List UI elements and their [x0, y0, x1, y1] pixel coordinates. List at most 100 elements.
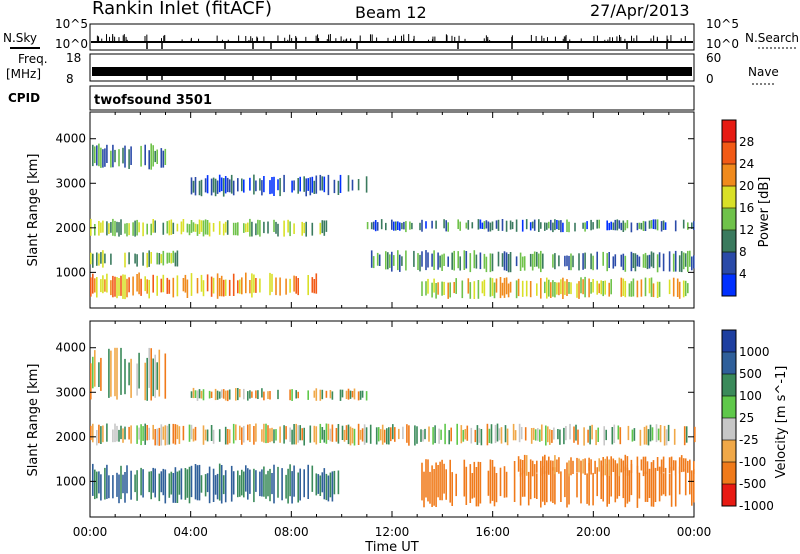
data-cell — [551, 430, 553, 443]
data-cell — [305, 178, 307, 197]
data-cell — [307, 275, 309, 296]
data-cell — [531, 253, 534, 271]
data-cell — [148, 347, 150, 388]
data-cell — [279, 178, 281, 197]
data-cell — [586, 473, 588, 504]
data-cell — [279, 426, 281, 443]
data-cell — [631, 429, 634, 442]
date-title: 27/Apr/2013 — [590, 1, 690, 20]
data-cell — [295, 423, 297, 445]
data-cell — [496, 423, 499, 442]
data-cell — [194, 390, 197, 398]
data-cell — [168, 279, 171, 294]
data-cell — [112, 144, 114, 168]
data-cell — [620, 254, 623, 267]
data-cell — [200, 274, 203, 292]
data-cell — [660, 466, 663, 496]
data-cell — [243, 223, 245, 233]
data-cell — [156, 362, 158, 390]
data-cell — [533, 219, 536, 231]
data-cell — [204, 429, 207, 441]
data-cell — [685, 426, 688, 443]
data-cell — [630, 222, 633, 233]
data-cell — [638, 472, 641, 499]
data-cell — [441, 459, 443, 501]
data-cell — [372, 221, 375, 230]
data-cell — [210, 391, 213, 398]
data-cell — [598, 219, 600, 229]
data-cell — [361, 428, 364, 442]
data-cell — [323, 429, 326, 443]
data-cell — [220, 389, 223, 398]
data-cell — [378, 254, 381, 266]
data-cell — [600, 280, 602, 295]
data-cell — [616, 463, 619, 499]
data-cell — [588, 463, 590, 506]
data-cell — [541, 424, 543, 441]
data-cell — [345, 390, 348, 399]
data-cell — [224, 470, 227, 503]
data-cell — [208, 390, 211, 399]
data-cell — [483, 221, 486, 230]
data-cell — [106, 423, 108, 442]
data-cell — [249, 424, 251, 442]
data-cell — [523, 256, 526, 271]
data-cell — [578, 458, 580, 473]
data-cell — [606, 463, 608, 507]
data-cell — [495, 220, 498, 229]
data-cell — [596, 467, 598, 497]
data-cell — [90, 425, 92, 441]
data-cell — [394, 427, 396, 442]
data-cell — [245, 272, 247, 294]
data-cell — [402, 426, 404, 440]
data-cell — [228, 179, 231, 193]
data-cell — [538, 253, 540, 269]
data-cell — [529, 253, 532, 267]
data-cell — [313, 279, 316, 294]
data-cell — [682, 252, 685, 270]
data-cell — [644, 221, 647, 231]
data-cell — [337, 180, 340, 195]
data-cell — [608, 459, 610, 504]
data-cell — [299, 176, 301, 192]
data-cell — [128, 426, 130, 440]
data-cell — [172, 473, 175, 503]
data-cell — [194, 177, 197, 196]
data-cell — [263, 221, 265, 234]
data-cell — [220, 465, 223, 504]
data-cell — [644, 471, 647, 502]
data-cell — [421, 219, 423, 232]
data-cell — [178, 470, 181, 495]
data-cell — [513, 461, 516, 502]
data-cell — [176, 471, 179, 503]
data-cell — [524, 427, 527, 441]
data-cell — [525, 219, 528, 230]
data-cell — [92, 463, 94, 496]
data-cell — [218, 221, 221, 235]
data-cell — [359, 429, 362, 440]
data-cell — [204, 474, 207, 497]
data-cell — [678, 281, 681, 299]
data-cell — [691, 256, 693, 271]
data-cell — [112, 275, 114, 298]
cpid-strip-frame — [89, 85, 695, 111]
data-cell — [684, 253, 687, 267]
data-cell — [501, 219, 504, 231]
data-cell — [582, 279, 584, 295]
data-cell — [582, 253, 584, 270]
data-cell — [253, 426, 255, 445]
data-cell — [192, 222, 195, 232]
data-cell — [564, 281, 566, 295]
data-cell — [335, 428, 338, 442]
data-cell — [509, 252, 512, 273]
data-cell — [162, 426, 165, 440]
data-cell — [307, 390, 309, 400]
data-cell — [275, 221, 277, 234]
data-cell — [693, 469, 695, 503]
data-cell — [564, 469, 566, 498]
data-cell — [120, 425, 122, 440]
data-cell — [184, 468, 187, 500]
data-cell — [259, 278, 261, 293]
data-cell — [311, 176, 314, 193]
data-cell — [289, 221, 291, 237]
